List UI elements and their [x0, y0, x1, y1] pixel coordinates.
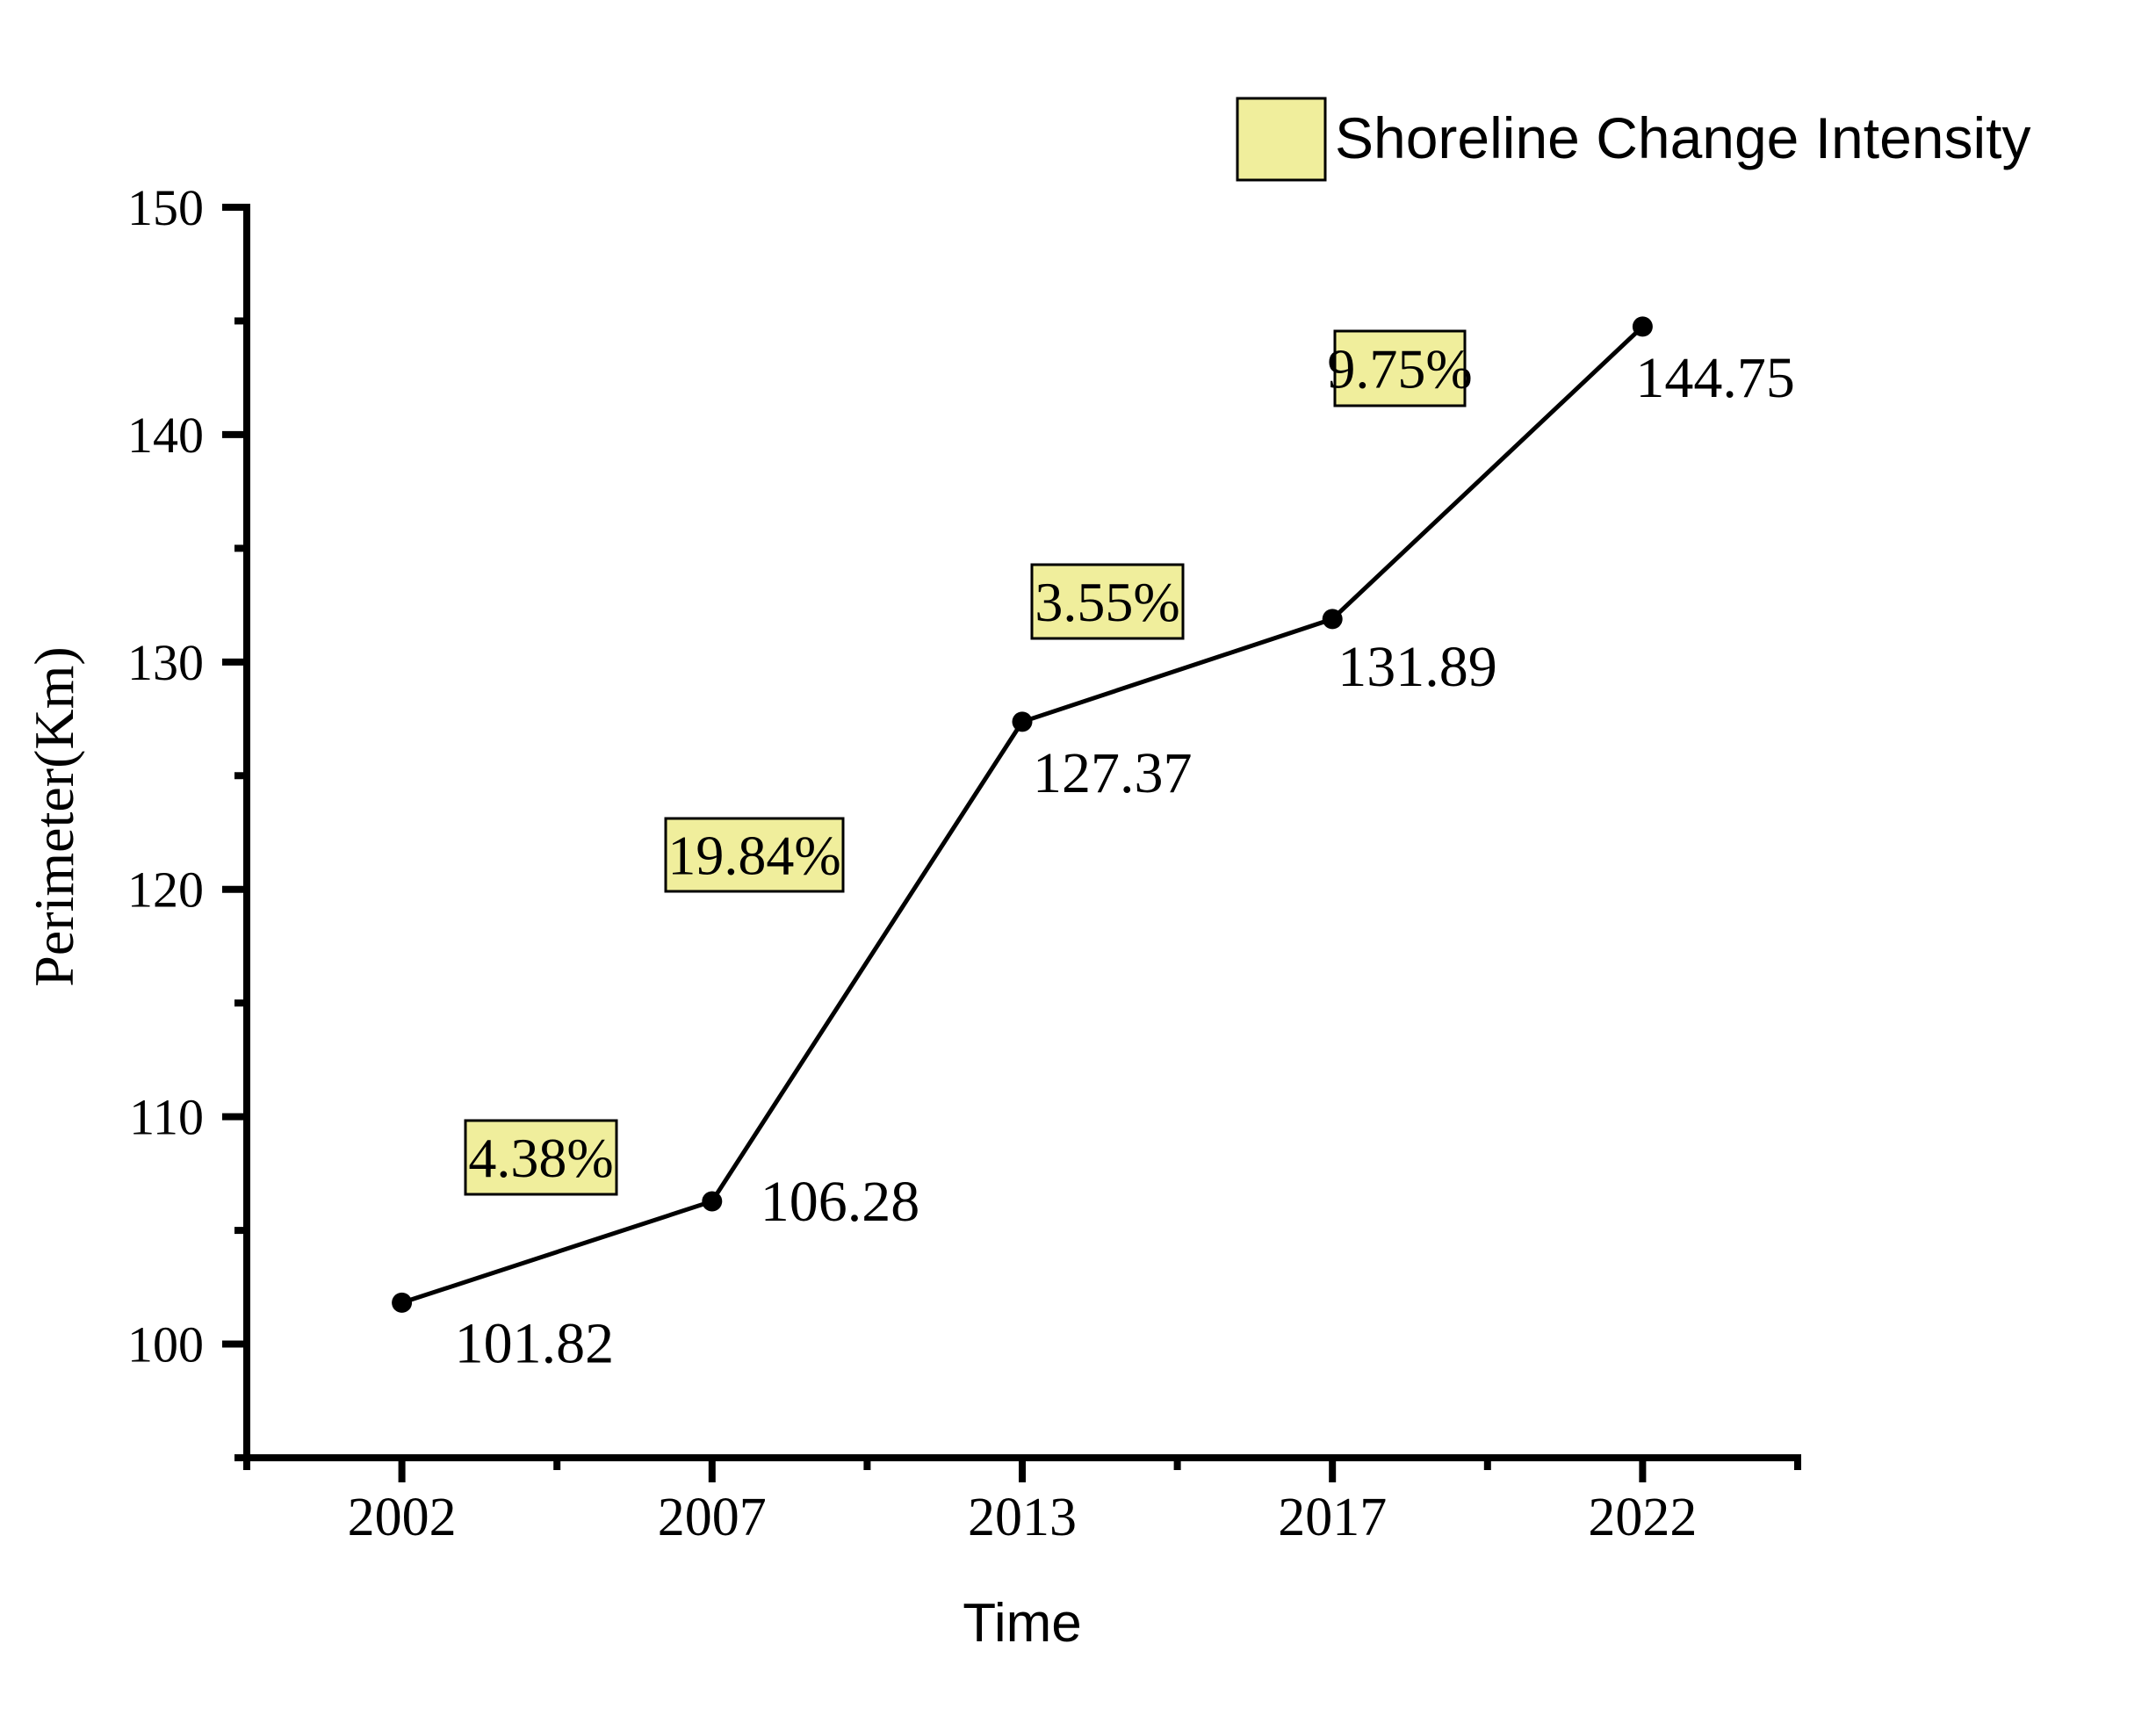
annotation-label: 4.38%: [468, 1127, 613, 1189]
annotation-box: [464, 1119, 618, 1196]
data-point-marker: [1012, 711, 1033, 732]
y-axis-title: Perimeter(Km): [23, 646, 85, 986]
annotation-box: [1333, 329, 1467, 407]
annotation-box: [1030, 563, 1185, 640]
legend-swatch: [1236, 97, 1327, 182]
x-axis-title: Time: [963, 1593, 1081, 1654]
data-point-marker: [1322, 609, 1343, 630]
x-tick-label: 2002: [348, 1488, 457, 1547]
y-tick-label: 130: [127, 634, 204, 691]
data-point-marker: [702, 1191, 723, 1212]
x-tick-label: 2022: [1588, 1488, 1697, 1547]
data-point-marker: [1632, 316, 1653, 337]
annotation-label: 3.55%: [1035, 571, 1179, 633]
data-point-label: 131.89: [1338, 635, 1497, 699]
y-tick-label: 150: [127, 179, 204, 236]
annotation-label: 19.84%: [667, 825, 840, 887]
y-tick-label: 120: [127, 861, 204, 919]
data-point-label: 101.82: [455, 1311, 615, 1375]
data-point-label: 127.37: [1033, 741, 1193, 805]
annotation-label: 9.75%: [1327, 338, 1472, 400]
data-point-label: 144.75: [1635, 346, 1795, 410]
x-tick-label: 2007: [658, 1488, 767, 1547]
data-point-marker: [392, 1292, 413, 1313]
annotation-box: [664, 817, 845, 893]
y-tick-label: 100: [127, 1316, 204, 1373]
x-tick-label: 2017: [1278, 1488, 1387, 1547]
y-tick-label: 140: [127, 407, 204, 464]
y-tick-label: 110: [129, 1089, 204, 1146]
data-point-label: 106.28: [761, 1170, 920, 1234]
x-tick-label: 2013: [968, 1488, 1077, 1547]
legend-label: Shoreline Change Intensity: [1335, 105, 2031, 170]
